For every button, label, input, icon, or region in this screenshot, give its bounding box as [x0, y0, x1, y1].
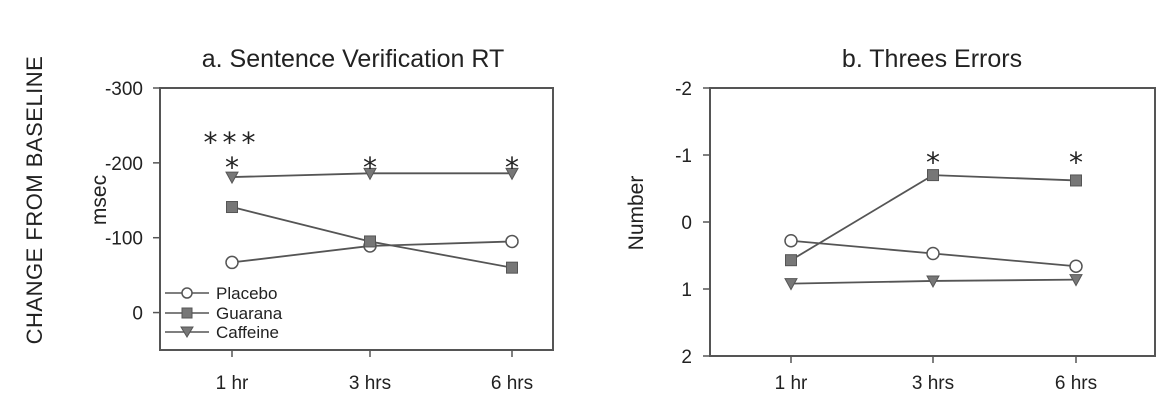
panel-b-plot-area: -2 -1 0 1 2 1 hr 3 hrs 6 hrs * *	[675, 79, 1097, 394]
panel-a-point-placebo	[225, 255, 239, 270]
shared-y-axis-label: CHANGE FROM BASELINE	[22, 56, 47, 345]
panel-b-point-caffeine	[926, 275, 940, 289]
legend-label-caffeine: Caffeine	[216, 323, 279, 342]
panel-a-plot-frame	[159, 87, 554, 351]
panel-a-point-placebo	[505, 234, 519, 249]
panel-b-x-tick-label: 6 hrs	[1055, 373, 1097, 394]
legend-label-guarana: Guarana	[216, 304, 283, 323]
panel-b-significance-marker: *	[1069, 146, 1083, 179]
panel-a-point-caffeine	[225, 171, 239, 185]
legend-marker-placebo	[181, 287, 193, 299]
panel-a-point-guarana	[226, 201, 238, 214]
panel-b-point-guarana	[1070, 174, 1082, 187]
legend-marker-guarana	[181, 307, 193, 319]
panel-b-x-tick-label: 3 hrs	[912, 373, 954, 394]
panel-b-y-tick-label: -2	[675, 79, 692, 100]
legend: Placebo Guarana Caffeine	[165, 284, 283, 342]
panel-a-y-axis-label: msec	[88, 175, 111, 225]
panel-a-y-tick-label: -200	[105, 154, 143, 175]
panel-b-point-guarana	[927, 169, 939, 182]
panel-a-y-tick-label: -100	[105, 229, 143, 250]
legend-item-caffeine: Caffeine	[165, 323, 279, 342]
legend-item-guarana: Guarana	[165, 304, 283, 323]
panel-a-x-tick-label: 3 hrs	[349, 373, 391, 394]
panel-a-significance-marker: *	[363, 151, 377, 184]
panel-a-y-tick-label: -300	[105, 79, 143, 100]
panel-b-y-tick-label: -1	[675, 146, 692, 167]
panel-b-x-tick-label: 1 hr	[775, 373, 808, 394]
panel-a-x-tick-label: 1 hr	[216, 373, 249, 394]
panel-a-significance-marker: *	[505, 151, 519, 184]
panel-b-y-axis-label: Number	[625, 176, 648, 251]
panel-a-significance-marker: ***	[204, 126, 261, 159]
panel-b-point-guarana	[785, 254, 797, 267]
panel-b-point-placebo	[784, 234, 798, 248]
panel-a-significance-marker: *	[225, 151, 239, 184]
panel-a-point-guarana	[506, 261, 518, 274]
legend-marker-caffeine	[180, 326, 194, 338]
panel-b-point-placebo	[1069, 259, 1083, 273]
panel-b-y-tick-label: 1	[681, 280, 692, 301]
panel-a-x-tick-label: 6 hrs	[491, 373, 533, 394]
panel-b-significance-marker: *	[926, 146, 940, 179]
panel-b-title: b. Threes Errors	[842, 45, 1022, 73]
legend-item-placebo: Placebo	[165, 284, 277, 303]
panel-b-point-placebo	[926, 246, 940, 261]
panel-a-title: a. Sentence Verification RT	[202, 45, 505, 73]
panel-b-y-tick-label: 2	[681, 347, 692, 368]
panel-a-y-tick-label: 0	[132, 304, 143, 325]
panel-a: a. Sentence Verification RT msec -300 -20…	[88, 45, 554, 394]
panel-b-point-caffeine	[784, 278, 798, 291]
panel-a-point-caffeine	[363, 167, 377, 181]
panel-b-plot-frame	[709, 87, 1156, 357]
panel-b-y-tick-label: 0	[681, 213, 692, 234]
panel-b-point-caffeine	[1069, 274, 1083, 287]
panel-a-point-caffeine	[505, 167, 519, 181]
panel-a-point-guarana	[364, 235, 376, 248]
panel-b: b. Threes Errors Number -2 -1 0 1 2 1 hr 3 hrs…	[625, 45, 1156, 394]
legend-label-placebo: Placebo	[216, 284, 277, 303]
